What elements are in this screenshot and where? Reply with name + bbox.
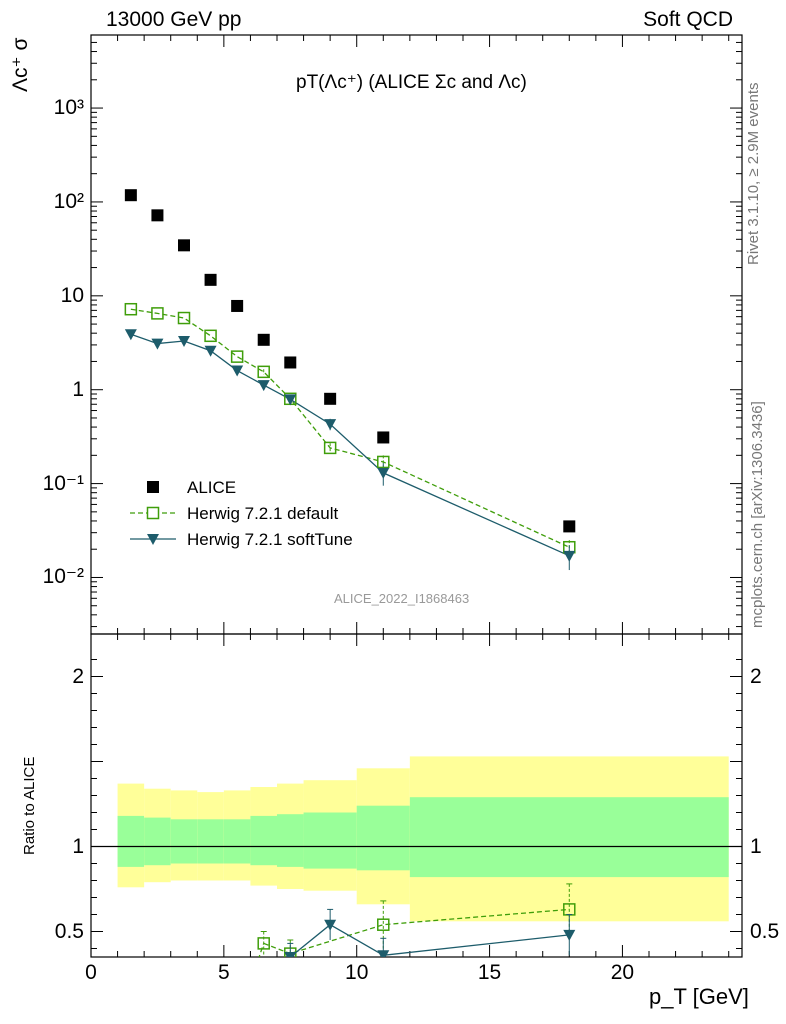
x-tick-label: 0 xyxy=(85,961,97,984)
y-tick-label: 10⁻² xyxy=(42,565,84,589)
x-axis-label: p_T [GeV] xyxy=(649,984,749,1009)
y-tick-label: 10² xyxy=(53,189,84,213)
data-point-herwig-softtune xyxy=(204,345,217,357)
legend-marker-herwig-softtune xyxy=(147,534,159,545)
ratio-herwig-default-point xyxy=(377,918,390,931)
legend-label-alice: ALICE xyxy=(187,478,237,497)
ratio-herwig-default-lead xyxy=(258,943,265,957)
data-point-herwig-softtune xyxy=(324,419,337,431)
data-point-alice xyxy=(178,239,190,252)
ratio-herwig-softtune-line xyxy=(289,923,570,957)
data-point-alice xyxy=(124,189,137,202)
data-point-herwig-softtune xyxy=(178,336,190,348)
data-point-alice xyxy=(563,520,576,533)
data-point-alice xyxy=(377,431,390,444)
data-point-alice xyxy=(204,273,217,286)
ratio-band-green xyxy=(223,819,251,864)
data-point-alice xyxy=(284,356,297,369)
y-tick-label: 10⁻¹ xyxy=(42,471,84,495)
y-tick-label: 1 xyxy=(72,377,84,401)
series-line-herwig-softtune xyxy=(130,333,570,557)
data-point-herwig-softtune xyxy=(231,365,244,377)
legend-label-herwig-default: Herwig 7.2.1 default xyxy=(187,504,339,523)
legend-marker-alice xyxy=(147,481,159,493)
y-axis-label: Λc⁺ σ xyxy=(9,37,32,92)
plot-title: pT(Λc⁺) (ALICE Σc and Λc) xyxy=(296,72,527,93)
y-tick-label: 10 xyxy=(60,283,84,307)
x-tick-label: 20 xyxy=(610,961,635,984)
data-point-herwig-softtune xyxy=(284,394,297,406)
ratio-band-green xyxy=(170,819,198,864)
ratio-band-green xyxy=(197,819,224,864)
data-point-herwig-softtune xyxy=(124,329,137,341)
data-point-herwig-default xyxy=(230,350,244,363)
category-label: Soft QCD xyxy=(643,8,733,31)
ratio-series xyxy=(257,883,576,957)
data-point-herwig-default xyxy=(257,365,270,379)
ratio-herwig-softtune-point xyxy=(284,952,297,957)
ratio-herwig-softtune-lead xyxy=(289,956,291,957)
ratio-tick-label-right: 1 xyxy=(750,834,762,858)
data-point-herwig-default xyxy=(204,329,217,343)
x-tick-label: 15 xyxy=(477,961,502,984)
ratio-herwig-softtune-point xyxy=(324,919,337,931)
data-point-herwig-softtune xyxy=(151,338,164,350)
analysis-id: ALICE_2022_I1868463 xyxy=(334,591,470,606)
rivet-version: Rivet 3.1.10, ≥ 2.9M events xyxy=(745,82,762,266)
data-point-herwig-softtune xyxy=(563,550,576,562)
data-point-alice xyxy=(324,392,337,405)
ratio-tick-label: 0.5 xyxy=(54,919,84,943)
data-point-herwig-default xyxy=(323,441,337,455)
ratio-herwig-default-point xyxy=(257,937,270,950)
series-line-herwig-default xyxy=(130,308,570,548)
data-point-herwig-default xyxy=(377,455,390,469)
data-point-herwig-default xyxy=(151,307,164,320)
source-label: mcplots.cern.ch [arXiv:1306.3436] xyxy=(749,401,766,628)
legend-marker-herwig-default xyxy=(146,506,160,520)
ratio-band-green xyxy=(409,797,729,878)
legend-label-herwig-softtune: Herwig 7.2.1 softTune xyxy=(187,530,353,549)
data-point-alice xyxy=(231,299,244,312)
data-point-herwig-default xyxy=(177,311,191,325)
ratio-herwig-softtune-point xyxy=(563,929,576,941)
y-tick-label: 10³ xyxy=(53,96,84,120)
ratio-band-green xyxy=(356,805,410,871)
ratio-bands xyxy=(117,756,729,922)
data-point-alice xyxy=(151,209,164,222)
ratio-herwig-default-line xyxy=(263,908,570,955)
ratio-band-green xyxy=(303,812,357,869)
ratio-tick-label-right: 0.5 xyxy=(750,919,780,943)
ratio-band-green xyxy=(250,815,277,866)
data-point-herwig-softtune xyxy=(377,467,390,479)
ratio-band-green xyxy=(144,817,171,866)
data-point-herwig-default xyxy=(124,302,138,316)
ratio-band-green xyxy=(117,815,145,867)
data-point-alice xyxy=(257,333,270,346)
ratio-band-green xyxy=(277,814,304,867)
data-point-herwig-softtune xyxy=(257,380,270,392)
ratio-tick-label-right: 2 xyxy=(750,664,762,688)
energy-label: 13000 GeV pp xyxy=(106,8,242,31)
ratio-tick-label: 1 xyxy=(72,834,84,858)
x-tick-label: 10 xyxy=(345,961,369,984)
ratio-herwig-softtune-point xyxy=(377,950,390,957)
x-tick-label: 5 xyxy=(218,961,230,984)
ratio-tick-label: 2 xyxy=(72,664,84,688)
